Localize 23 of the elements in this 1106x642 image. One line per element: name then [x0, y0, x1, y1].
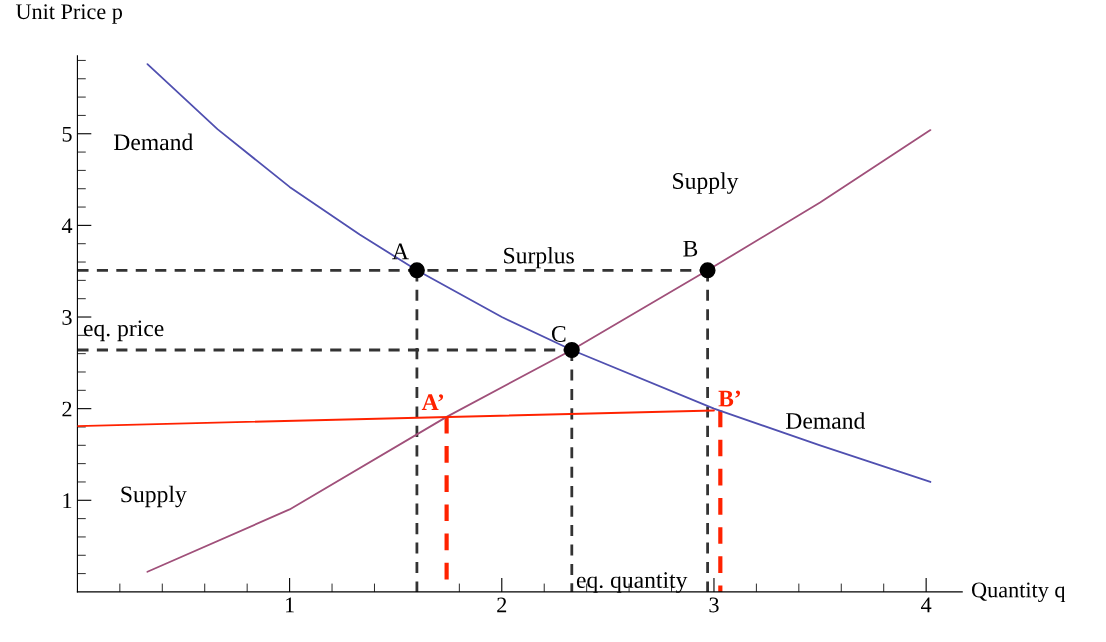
y-tick-label: 5: [62, 126, 72, 142]
x-tick-label: 3: [709, 597, 719, 613]
x-tick-label: 1: [286, 597, 294, 613]
annotation: Demand: [786, 412, 866, 429]
y-tick-label: 3: [62, 310, 72, 325]
annotation: Demand: [113, 133, 193, 151]
annotation: A’: [421, 394, 444, 410]
annotation: B’: [718, 390, 741, 407]
annotation: B: [683, 240, 698, 257]
y-tick-label: 2: [62, 401, 72, 417]
annotation: eq. quantity: [576, 572, 688, 593]
annotation: eq. price: [83, 320, 164, 342]
x-tick-label: 4: [921, 597, 932, 613]
annotation: A: [392, 243, 409, 260]
x-axis-title: Quantity q: [971, 582, 1066, 602]
annotation: C: [551, 326, 566, 342]
y-tick-label: 4: [61, 218, 73, 234]
y-tick-label: 1: [63, 493, 72, 508]
annotation: Supply: [121, 485, 187, 508]
x-tick-label: 2: [497, 597, 507, 613]
y-axis-title: Unit Price p: [15, 4, 123, 24]
annotation: Surplus: [504, 246, 574, 269]
annotation: Supply: [673, 172, 739, 194]
